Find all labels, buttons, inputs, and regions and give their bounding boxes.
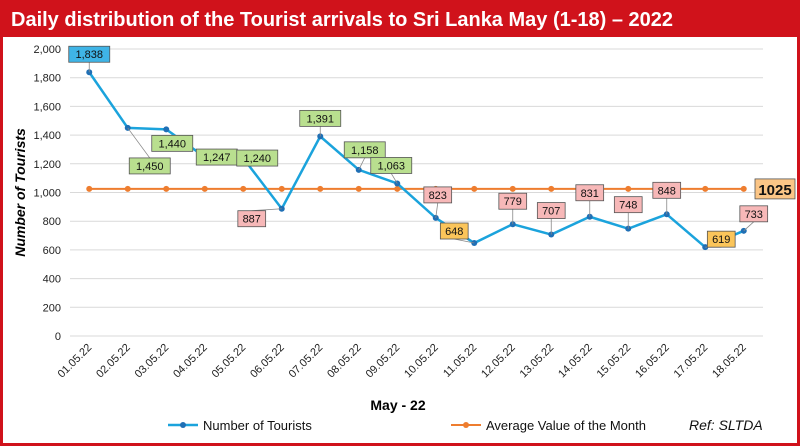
chart-canvas: 0 200 400 600 800 1,000 1,200 1,400 1,600 1,800 2,… bbox=[12, 44, 796, 433]
average-point bbox=[124, 185, 131, 192]
data-label-box bbox=[613, 196, 643, 214]
average-point bbox=[240, 185, 247, 192]
x-tick-label: 10.05.22 bbox=[402, 342, 441, 381]
y-tick-label: 2,000 bbox=[33, 44, 61, 56]
data-label-box bbox=[739, 205, 769, 223]
data-label-leader bbox=[358, 157, 366, 171]
x-axis-title: May - 22 bbox=[370, 397, 425, 413]
data-label: 1,838 bbox=[75, 49, 103, 61]
data-label-box bbox=[423, 186, 453, 204]
data-label-box bbox=[498, 192, 528, 210]
average-point bbox=[702, 185, 709, 192]
y-tick-label: 1,400 bbox=[33, 130, 61, 142]
y-tick-label: 1,800 bbox=[33, 73, 61, 85]
data-label: 1,247 bbox=[203, 152, 231, 164]
x-tick-label: 16.05.22 bbox=[633, 342, 672, 381]
x-tick-label: 18.05.22 bbox=[710, 342, 749, 381]
average-label: 1025 bbox=[758, 182, 791, 199]
legend-average-marker bbox=[463, 422, 469, 428]
average-point bbox=[394, 185, 401, 192]
x-tick-label: 03.05.22 bbox=[133, 342, 172, 381]
data-label-box bbox=[68, 45, 111, 63]
data-label: 1,440 bbox=[158, 138, 186, 150]
x-tick-label: 14.05.22 bbox=[556, 342, 595, 381]
data-label-box bbox=[237, 210, 267, 228]
data-label: 831 bbox=[581, 188, 599, 200]
data-label: 619 bbox=[712, 234, 730, 246]
x-tick-label: 13.05.22 bbox=[518, 342, 557, 381]
y-tick-label: 1,000 bbox=[33, 188, 61, 200]
data-label-box bbox=[343, 141, 386, 159]
average-point bbox=[317, 185, 324, 192]
y-tick-label: 1,200 bbox=[33, 159, 61, 171]
average-point bbox=[471, 185, 478, 192]
average-label-box bbox=[754, 178, 796, 200]
x-tick-label: 11.05.22 bbox=[441, 342, 479, 380]
data-label: 848 bbox=[658, 185, 676, 197]
average-point bbox=[86, 185, 93, 192]
data-label: 748 bbox=[619, 200, 637, 212]
x-tick-label: 04.05.22 bbox=[171, 342, 210, 381]
data-label-leader bbox=[435, 202, 439, 218]
source-note: Ref: SLTDA bbox=[689, 417, 763, 433]
data-label: 648 bbox=[445, 226, 463, 238]
data-label-box bbox=[652, 181, 682, 199]
legend-tourists-label: Number of Tourists bbox=[203, 418, 312, 433]
data-label: 887 bbox=[243, 214, 261, 226]
data-label-box bbox=[236, 149, 279, 167]
legend-tourists-marker bbox=[180, 422, 186, 428]
data-label-box bbox=[706, 230, 736, 248]
data-label-leader bbox=[390, 173, 398, 184]
average-point bbox=[278, 185, 285, 192]
legend-average-label: Average Value of the Month bbox=[486, 418, 646, 433]
average-point bbox=[509, 185, 516, 192]
x-tick-label: 12.05.22 bbox=[479, 342, 518, 381]
x-tick-label: 05.05.22 bbox=[210, 342, 249, 381]
data-label: 733 bbox=[745, 209, 763, 221]
data-label: 1,391 bbox=[306, 113, 334, 125]
data-label: 823 bbox=[429, 190, 447, 202]
average-point bbox=[355, 185, 362, 192]
data-label-box bbox=[128, 157, 171, 175]
tourists-point bbox=[163, 126, 170, 133]
data-label-box bbox=[299, 109, 342, 127]
data-label-box bbox=[439, 222, 469, 240]
average-point bbox=[740, 185, 747, 192]
data-label-box bbox=[575, 184, 605, 202]
y-tick-label: 200 bbox=[43, 302, 61, 314]
y-tick-label: 800 bbox=[43, 216, 61, 228]
x-tick-label: 09.05.22 bbox=[364, 342, 403, 381]
y-tick-label: 1,600 bbox=[33, 101, 61, 113]
average-point bbox=[201, 185, 208, 192]
data-label-leader bbox=[743, 221, 755, 232]
x-tick-label: 06.05.22 bbox=[248, 342, 287, 381]
chart-title: Daily distribution of the Tourist arriva… bbox=[3, 3, 797, 37]
data-label-box bbox=[151, 134, 194, 152]
data-label-leader bbox=[454, 238, 475, 244]
data-label: 707 bbox=[542, 206, 560, 218]
data-label: 779 bbox=[504, 196, 522, 208]
x-tick-label: 02.05.22 bbox=[94, 342, 133, 381]
data-label-leader bbox=[127, 127, 151, 159]
data-label: 1,063 bbox=[377, 160, 405, 172]
x-tick-label: 07.05.22 bbox=[287, 342, 326, 381]
x-tick-label: 08.05.22 bbox=[325, 342, 364, 381]
average-point bbox=[163, 185, 170, 192]
data-label: 1,158 bbox=[351, 145, 379, 157]
data-label: 1,240 bbox=[243, 153, 271, 165]
data-label-box bbox=[370, 157, 413, 174]
y-tick-label: 600 bbox=[43, 245, 61, 257]
data-label-box bbox=[536, 202, 566, 219]
x-tick-label: 17.05.22 bbox=[672, 342, 711, 381]
average-point bbox=[625, 185, 632, 192]
y-tick-label: 400 bbox=[43, 274, 61, 286]
x-tick-label: 01.05.22 bbox=[56, 342, 95, 381]
x-tick-label: 15.05.22 bbox=[595, 342, 634, 381]
y-axis-title: Number of Tourists bbox=[12, 128, 28, 257]
data-label: 1,450 bbox=[136, 161, 164, 173]
y-tick-label: 0 bbox=[55, 331, 61, 343]
average-point bbox=[548, 185, 555, 192]
